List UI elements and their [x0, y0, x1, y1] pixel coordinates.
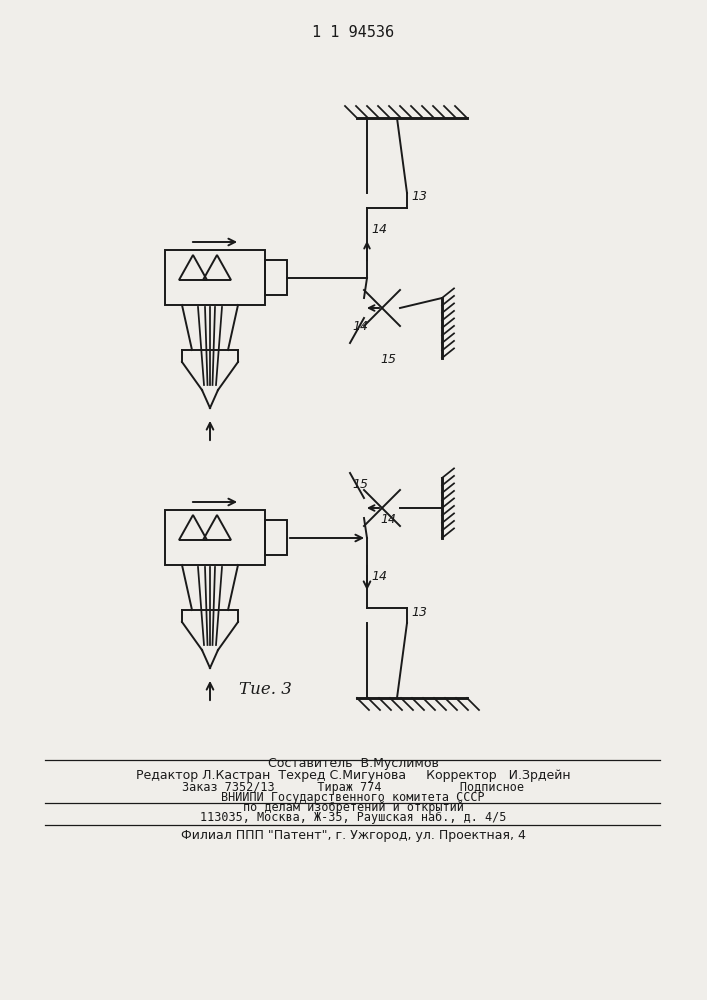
Text: 13: 13	[411, 190, 427, 203]
Text: 13: 13	[411, 606, 427, 619]
Bar	[165, 250, 265, 305]
Text: 14: 14	[371, 570, 387, 583]
Text: 14: 14	[352, 320, 368, 333]
Text: Составитель  В.Муслимов: Составитель В.Муслимов	[267, 757, 438, 770]
Bar	[265, 260, 287, 295]
Text: ВНИИПИ Государственного комитета СССР: ВНИИПИ Государственного комитета СССР	[221, 791, 485, 804]
Text: 1 1 94536: 1 1 94536	[312, 25, 394, 40]
Text: Филиал ППП "Патент", г. Ужгород, ул. Проектная, 4: Филиал ППП "Патент", г. Ужгород, ул. Про…	[180, 829, 525, 842]
Text: 14: 14	[380, 513, 396, 526]
Text: по делам изобретений и открытий: по делам изобретений и открытий	[243, 801, 463, 814]
Text: 15: 15	[380, 353, 396, 366]
Text: 15: 15	[352, 478, 368, 491]
Text: 113035, Москва, Ж-35, Раушская наб., д. 4/5: 113035, Москва, Ж-35, Раушская наб., д. …	[200, 811, 506, 824]
Text: Редактор Л.Кастран  Техред С.Мигунова     Корректор   И.Зрдейн: Редактор Л.Кастран Техред С.Мигунова Кор…	[136, 769, 571, 782]
Bar	[265, 520, 287, 555]
Text: Заказ 7352/13      Тираж 774           Подписное: Заказ 7352/13 Тираж 774 Подписное	[182, 781, 524, 794]
Text: Τue. 3: Τue. 3	[238, 682, 291, 698]
Text: 14: 14	[371, 223, 387, 236]
Bar	[165, 510, 265, 565]
